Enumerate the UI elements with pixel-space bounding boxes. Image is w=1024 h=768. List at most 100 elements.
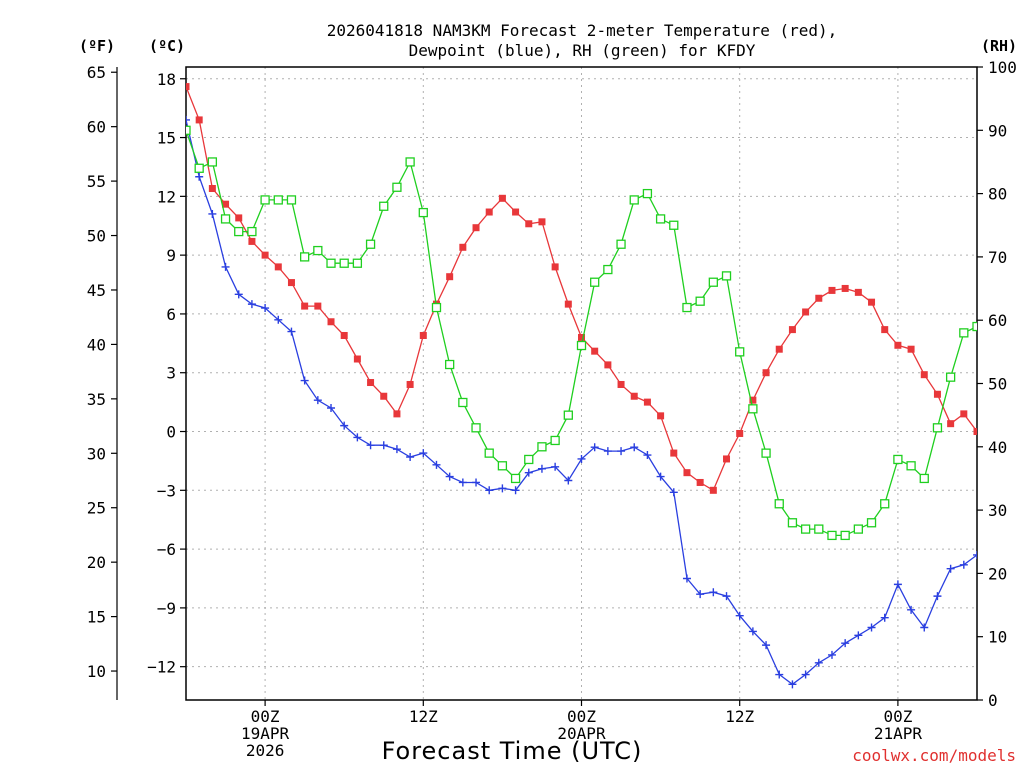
rh-point xyxy=(299,252,310,262)
rh-point xyxy=(392,182,402,192)
chart-title-line-2: Dewpoint (blue), RH (green) for KFDY xyxy=(409,41,756,60)
dewpoint-point xyxy=(221,262,230,271)
dewpoint-point xyxy=(379,441,388,450)
rh-point xyxy=(260,195,270,205)
dewpoint-point xyxy=(445,472,454,481)
temperature-point xyxy=(222,200,230,208)
rh-point xyxy=(642,188,653,199)
rh-point xyxy=(418,207,428,218)
dewpoint-point xyxy=(722,592,731,601)
series-clip-group xyxy=(186,83,977,689)
time-tick-label: 21APR xyxy=(874,724,923,743)
temperature-point xyxy=(788,326,796,334)
temperature-point xyxy=(287,279,295,287)
temperature-point xyxy=(195,116,203,124)
fahrenheit-tick-label: 10 xyxy=(87,662,106,681)
rh-point xyxy=(590,277,600,287)
temperature-point xyxy=(604,361,612,369)
rh-tick-label: 30 xyxy=(988,501,1007,520)
celsius-tick-label: 9 xyxy=(166,246,176,265)
dewpoint-point xyxy=(841,639,850,648)
rh-point xyxy=(352,258,363,268)
rh-tick-label: 0 xyxy=(988,691,998,710)
dewpoint-point xyxy=(603,447,612,456)
dewpoint-point xyxy=(274,315,283,324)
dewpoint-point xyxy=(775,670,784,679)
rh-point xyxy=(497,461,508,471)
rh-point xyxy=(708,277,718,287)
celsius-unit-label: (ºC) xyxy=(149,37,185,55)
rh-tick-label: 10 xyxy=(988,628,1007,647)
temperature-point xyxy=(643,398,651,406)
temperature-point xyxy=(314,302,322,310)
temperature-point xyxy=(591,347,599,355)
rh-point xyxy=(735,347,745,357)
fahrenheit-tick-label: 65 xyxy=(87,63,106,82)
dewpoint-point xyxy=(195,172,204,181)
temperature-point xyxy=(301,302,309,310)
dewpoint-point xyxy=(617,447,626,456)
rh-point xyxy=(945,372,956,382)
rh-tick-label: 40 xyxy=(988,438,1007,457)
rh-point xyxy=(273,195,283,205)
rh-point xyxy=(603,264,613,275)
dewpoint-point xyxy=(656,472,665,481)
dewpoint-point xyxy=(327,403,336,412)
dewpoint-point xyxy=(801,670,810,679)
temperature-point xyxy=(920,371,928,379)
dewpoint-point xyxy=(511,486,520,495)
time-tick-label: 19APR xyxy=(241,724,290,743)
temperature-point xyxy=(512,208,520,216)
dewpoint-point xyxy=(814,658,823,667)
rh-tick-label: 20 xyxy=(988,564,1007,583)
temperature-point xyxy=(907,345,915,353)
rh-point xyxy=(906,461,916,471)
temperature-point xyxy=(749,396,757,404)
dewpoint-point xyxy=(564,476,573,485)
fahrenheit-unit-label: (ºF) xyxy=(79,37,115,55)
dewpoint-point xyxy=(880,613,889,622)
temperature-point xyxy=(459,243,467,251)
rh-point xyxy=(576,340,587,351)
rh-point xyxy=(827,530,837,541)
temperature-point xyxy=(696,478,704,486)
rh-point xyxy=(800,524,811,534)
temperature-point xyxy=(841,284,849,292)
dewpoint-point xyxy=(261,304,270,313)
temperature-point xyxy=(947,420,955,428)
temperature-point xyxy=(815,294,823,302)
temperature-point xyxy=(657,412,665,420)
rh-point xyxy=(405,157,415,167)
time-tick-label: 00Z xyxy=(567,707,596,726)
time-tick-label: 00Z xyxy=(883,707,912,726)
temperature-point xyxy=(960,410,968,418)
dewpoint-point xyxy=(709,588,718,597)
temperature-point xyxy=(498,194,506,202)
fahrenheit-tick-label: 20 xyxy=(87,553,106,572)
temperature-point xyxy=(578,333,585,341)
temperature-point xyxy=(353,355,361,363)
temperature-point xyxy=(274,263,282,271)
rh-point xyxy=(339,258,349,268)
dewpoint-point xyxy=(472,478,481,487)
rh-point xyxy=(524,454,534,465)
temperature-point xyxy=(973,428,977,436)
rh-tick-label: 70 xyxy=(988,248,1007,267)
rh-point xyxy=(972,321,977,332)
temperature-point xyxy=(617,380,625,388)
fahrenheit-tick-label: 15 xyxy=(87,608,106,627)
dewpoint-point xyxy=(287,327,296,336)
dewpoint-point xyxy=(313,396,322,405)
dewpoint-point xyxy=(432,460,441,469)
rh-point xyxy=(616,239,626,249)
rh-point xyxy=(893,454,903,465)
dewpoint-point xyxy=(458,478,467,487)
time-tick-label: 12Z xyxy=(725,707,754,726)
temperature-point xyxy=(327,318,335,326)
time-tick-label: 00Z xyxy=(251,707,280,726)
temperature-point xyxy=(186,83,190,91)
fahrenheit-tick-label: 30 xyxy=(87,444,106,463)
fahrenheit-tick-label: 55 xyxy=(87,172,106,191)
rh-point xyxy=(510,473,521,484)
